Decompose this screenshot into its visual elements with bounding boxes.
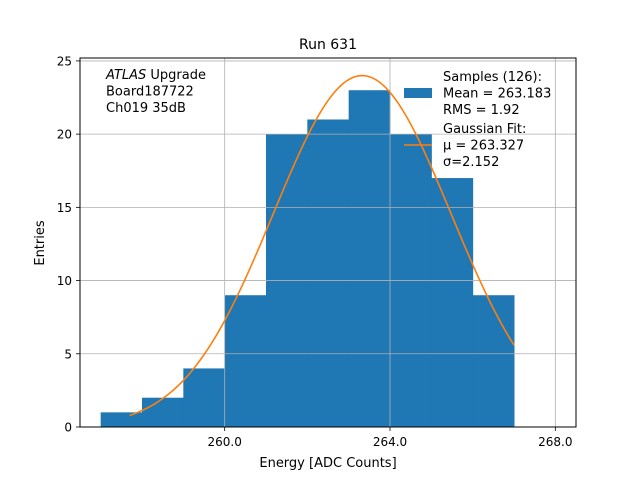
annotation-italic: ATLAS xyxy=(105,68,146,83)
histogram-bar xyxy=(100,412,143,427)
legend-label: Gaussian Fit: xyxy=(443,122,526,137)
y-tick-label: 5 xyxy=(64,347,72,361)
legend-label: Mean = 263.183 xyxy=(443,87,551,102)
annotation-line: Ch019 35dB xyxy=(106,101,186,116)
histogram-bar xyxy=(224,295,267,427)
y-tick-label: 0 xyxy=(64,421,72,435)
y-tick-label: 10 xyxy=(57,274,72,288)
y-tick-label: 15 xyxy=(57,201,72,215)
y-axis-label: Entries xyxy=(33,220,48,266)
annotation-text: Board187722 xyxy=(106,85,194,100)
y-tick-label: 20 xyxy=(57,128,72,142)
legend-label: μ = 263.327 xyxy=(443,139,524,154)
annotation-text: Ch019 35dB xyxy=(106,101,186,116)
fit-layer xyxy=(129,74,515,417)
legend: Samples (126): Mean = 263.183 RMS = 1.92… xyxy=(404,70,551,170)
y-axis-ticks: 0 5 10 15 20 25 xyxy=(57,54,80,435)
annotation-line: Board187722 xyxy=(106,85,194,100)
annotation-line: ATLAS Upgrade xyxy=(105,68,206,83)
gaussian-fit-line xyxy=(129,74,515,417)
atlas-annotation: ATLAS Upgrade Board187722 Ch019 35dB xyxy=(105,68,206,116)
histogram-bar xyxy=(142,397,184,427)
x-axis-ticks: 260.0 264.0 268.0 xyxy=(207,427,573,449)
chart-title: Run 631 xyxy=(299,37,357,53)
x-tick-label: 268.0 xyxy=(538,435,572,449)
histogram-bar xyxy=(307,119,350,427)
histogram-bar xyxy=(348,90,391,427)
legend-label: σ=2.152 xyxy=(443,155,499,170)
histogram-bar xyxy=(472,295,515,427)
x-tick-label: 260.0 xyxy=(207,435,241,449)
x-axis-label: Energy [ADC Counts] xyxy=(259,456,396,471)
histogram-bar xyxy=(183,368,226,427)
y-tick-label: 25 xyxy=(57,54,72,68)
legend-label: Samples (126): xyxy=(443,70,542,85)
annotation-text: Upgrade xyxy=(146,68,206,83)
legend-label: RMS = 1.92 xyxy=(443,103,520,118)
plot-frame xyxy=(79,57,577,428)
x-tick-label: 264.0 xyxy=(373,435,407,449)
legend-samples-swatch xyxy=(404,88,432,98)
histogram-bar xyxy=(431,178,474,427)
